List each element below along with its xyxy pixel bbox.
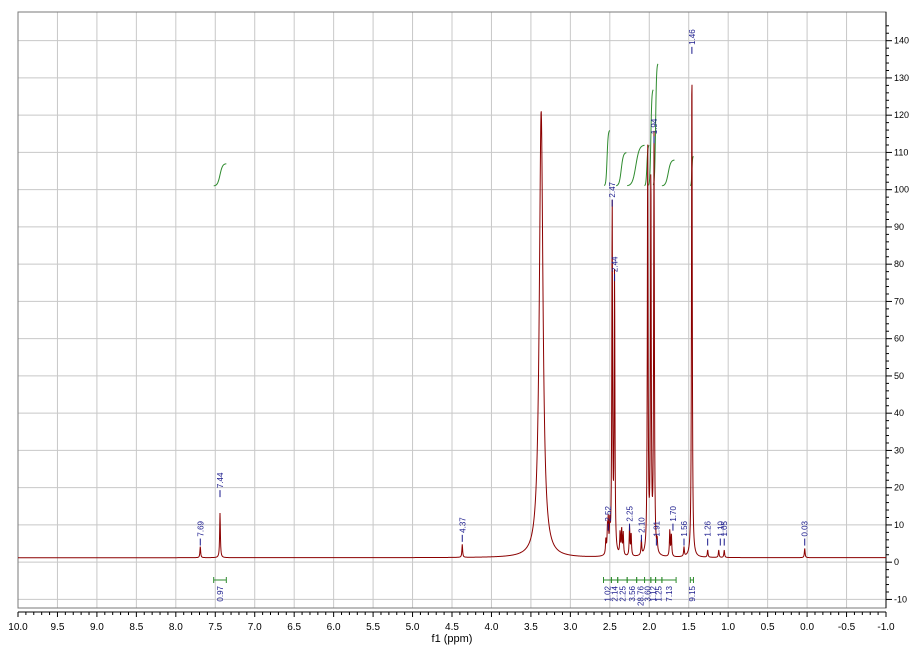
grid-lines	[17, 12, 887, 608]
x-tick-label: 2.5	[603, 622, 617, 633]
x-tick-label: 0.0	[800, 622, 814, 633]
y-tick-label: 30	[894, 445, 904, 455]
x-tick-label: 5.5	[366, 622, 380, 633]
integral-markers: 0.97 1.022.142.25 3.56 28.763.601.121.25 7.1…	[213, 577, 697, 606]
integral-curve	[616, 152, 627, 187]
x-tick-label: 5.0	[406, 622, 420, 633]
x-tick-label: -1.0	[877, 622, 895, 633]
integral-curve	[648, 89, 654, 186]
x-tick-label: 0.5	[761, 622, 775, 633]
x-tick-label: 10.0	[8, 622, 28, 633]
x-tick-label: 1.0	[721, 622, 735, 633]
peak-label: 1.46	[688, 29, 697, 45]
peak-label: 1.94	[650, 118, 659, 134]
y-tick-label: 90	[894, 222, 904, 232]
peak-label: 1.70	[669, 506, 678, 522]
integral-value-label: 28.76	[637, 585, 646, 606]
y-tick-label: 50	[894, 371, 904, 381]
peak-label: 1.05	[720, 520, 729, 536]
x-axis: 10.0 9.5 9.0 8.5 8.0 7.5 7.0 6.5 6.0 5.5 5.0 4.5 4.0…	[8, 611, 895, 633]
peak-label: 1.56	[680, 520, 689, 536]
integral-value-label: 0.97	[216, 585, 225, 601]
integral-curve	[644, 144, 650, 187]
integral-value-label: 1.02	[603, 585, 612, 601]
integral-curve	[661, 159, 675, 187]
integral-value-label: 7.13	[665, 585, 674, 601]
y-tick-label: 20	[894, 483, 904, 493]
x-tick-label: 8.0	[169, 622, 183, 633]
peak-label: 7.69	[196, 520, 205, 536]
x-tick-label: 9.5	[51, 622, 65, 633]
y-tick-label: -10	[894, 594, 907, 604]
peak-label: 1.10	[716, 520, 725, 536]
x-tick-label: 3.0	[563, 622, 577, 633]
x-tick-label: 7.0	[248, 622, 262, 633]
y-tick-label: 10	[894, 520, 904, 530]
y-tick-label: 80	[894, 259, 904, 269]
peak-label: 2.47	[608, 181, 617, 197]
x-axis-title: f1 (ppm)	[432, 633, 473, 645]
x-tick-label: 4.5	[445, 622, 459, 633]
y-tick-label: 60	[894, 334, 904, 344]
y-tick-label: 120	[894, 110, 909, 120]
y-tick-label: 0	[894, 557, 899, 567]
y-tick-label: 130	[894, 73, 909, 83]
peak-label: 2.52	[604, 506, 613, 522]
peak-label: 4.37	[458, 517, 467, 533]
peak-label: 2.44	[611, 256, 620, 272]
peak-label: 1.91	[652, 520, 661, 536]
integral-value-label: 9.15	[688, 585, 697, 601]
peak-label: 2.25	[626, 506, 635, 522]
integral-value-label: 2.14	[611, 585, 620, 601]
peak-label: 0.03	[801, 520, 810, 536]
x-tick-label: 2.0	[642, 622, 656, 633]
x-tick-label: 6.5	[287, 622, 301, 633]
x-tick-label: 7.5	[208, 622, 222, 633]
y-tick-label: 40	[894, 408, 904, 418]
peak-label: 7.44	[216, 472, 225, 488]
x-tick-label: -0.5	[838, 622, 856, 633]
integral-value-label: 1.25	[655, 585, 664, 601]
spectrum-line	[18, 84, 886, 559]
integral-value-label: 1.12	[649, 585, 658, 601]
y-tick-label: 100	[894, 185, 909, 195]
x-tick-label: 6.0	[327, 622, 341, 633]
peak-label: 1.26	[704, 520, 713, 536]
integral-curve	[603, 130, 611, 186]
x-tick-label: 1.5	[682, 622, 696, 633]
x-tick-label: 4.0	[485, 622, 499, 633]
x-tick-label: 8.5	[129, 622, 143, 633]
x-tick-label: 9.0	[90, 622, 104, 633]
x-tick-label: 3.5	[524, 622, 538, 633]
y-tick-label: 140	[894, 36, 909, 46]
peak-labels: 7.69 7.44 4.37 2.52 2.47 2.44 2.252.10 1.94 1.91…	[196, 29, 810, 546]
integral-curve	[213, 163, 227, 187]
peak-label: 2.10	[637, 517, 646, 533]
integral-value-label: 3.60	[644, 585, 653, 601]
integral-curve	[627, 144, 645, 187]
y-tick-label: 110	[894, 147, 908, 157]
integral-value-label: 3.56	[628, 585, 637, 601]
integral-value-label: 2.25	[618, 585, 627, 601]
y-tick-label: 70	[894, 296, 904, 306]
